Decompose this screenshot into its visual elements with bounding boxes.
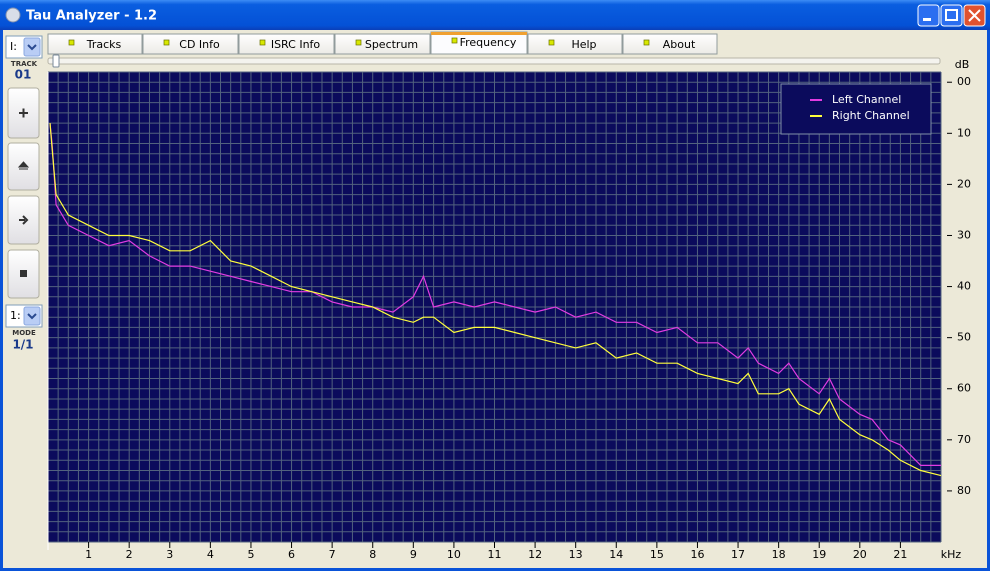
tab[interactable] xyxy=(334,33,431,55)
tab-label: CD Info xyxy=(179,38,220,51)
y-tick-label: 40 xyxy=(957,280,971,293)
eject-icon xyxy=(17,161,30,170)
legend-box xyxy=(780,83,932,135)
x-tick-label: 4 xyxy=(207,548,214,561)
y-tick-label: 00 xyxy=(957,75,971,88)
mode-label: MODE xyxy=(12,329,36,337)
left-panel: I: TRACK 01 1: MODE 1/1 xyxy=(5,35,43,352)
x-tick-label: 19 xyxy=(812,548,826,561)
tab[interactable] xyxy=(47,33,143,55)
tab-label: Frequency xyxy=(460,36,517,49)
tab-indicator xyxy=(355,39,362,46)
y-tick-label: 50 xyxy=(957,331,971,344)
tab-indicator xyxy=(163,39,170,46)
plus-icon xyxy=(19,108,28,118)
x-tick-label: 1 xyxy=(85,548,92,561)
tab-label: Spectrum xyxy=(365,38,418,51)
x-tick-label: 17 xyxy=(731,548,745,561)
mode-arrow[interactable] xyxy=(23,306,41,326)
mode-select-value: 1: xyxy=(10,309,21,322)
tab-label: About xyxy=(663,38,696,51)
tab-label: Tracks xyxy=(86,38,122,51)
window-title: Tau Analyzer - 1.2 xyxy=(26,9,157,24)
x-tick-label: 3 xyxy=(166,548,173,561)
y-tick-label: 10 xyxy=(957,126,971,139)
x-tick-label: 6 xyxy=(288,548,295,561)
minimize-button[interactable] xyxy=(917,4,940,27)
tab-strip: Tracks CD Info ISRC Info Spectrum Frequency H… xyxy=(47,31,718,55)
x-tick-label: 14 xyxy=(609,548,623,561)
tab-indicator xyxy=(68,39,75,46)
tab[interactable] xyxy=(622,33,718,55)
x-tick-label: 12 xyxy=(528,548,542,561)
x-tick-label: 2 xyxy=(126,548,133,561)
slider-thumb[interactable] xyxy=(52,54,60,68)
tab[interactable] xyxy=(238,33,335,55)
x-tick-label: 15 xyxy=(650,548,664,561)
x-tick-label: 5 xyxy=(247,548,254,561)
minimize-icon xyxy=(923,18,931,21)
x-tick-label: 10 xyxy=(447,548,461,561)
x-tick-label: 9 xyxy=(410,548,417,561)
mode-value: 1/1 xyxy=(12,338,33,352)
tab-highlight xyxy=(431,32,527,35)
tab[interactable] xyxy=(527,33,623,55)
x-tick-label: 7 xyxy=(329,548,336,561)
tab-indicator xyxy=(643,39,650,46)
x-axis-label: kHz xyxy=(941,548,962,561)
drive-value: I: xyxy=(10,40,17,53)
series-line xyxy=(49,123,941,466)
track-label: TRACK xyxy=(11,60,38,68)
tab-label: ISRC Info xyxy=(271,38,321,51)
y-axis-label: dB xyxy=(955,58,970,71)
drive-arrow[interactable] xyxy=(23,37,41,57)
y-tick-label: 20 xyxy=(957,177,971,190)
track-number: 01 xyxy=(15,68,32,82)
y-tick-label: 60 xyxy=(957,382,971,395)
tab-label: Help xyxy=(571,38,596,51)
arrow-icon xyxy=(27,44,37,51)
x-tick-label: 16 xyxy=(690,548,704,561)
x-tick-label: 11 xyxy=(488,548,502,561)
x-tick-label: 18 xyxy=(772,548,786,561)
title-bar xyxy=(0,0,990,30)
y-tick-label: 70 xyxy=(957,433,971,446)
legend-label: Right Channel xyxy=(832,109,910,122)
slider-track[interactable] xyxy=(47,57,941,65)
x-tick-label: 20 xyxy=(853,548,867,561)
maximize-icon xyxy=(945,9,958,21)
maximize-button[interactable] xyxy=(940,4,963,27)
stop-icon xyxy=(20,270,27,277)
tab-indicator xyxy=(451,37,458,44)
x-tick-label: 8 xyxy=(369,548,376,561)
tab[interactable] xyxy=(142,33,239,55)
tab-indicator xyxy=(548,39,555,46)
y-tick-label: 30 xyxy=(957,228,971,241)
play-icon xyxy=(19,215,29,225)
series-line xyxy=(49,123,942,477)
x-tick-label: 13 xyxy=(569,548,583,561)
y-tick-label: 80 xyxy=(957,484,971,497)
arrow-icon xyxy=(27,313,37,320)
x-tick-label: 21 xyxy=(893,548,907,561)
close-icon xyxy=(968,9,981,22)
tab-indicator xyxy=(259,39,266,46)
legend-label: Left Channel xyxy=(832,93,901,106)
app-icon xyxy=(5,7,21,23)
